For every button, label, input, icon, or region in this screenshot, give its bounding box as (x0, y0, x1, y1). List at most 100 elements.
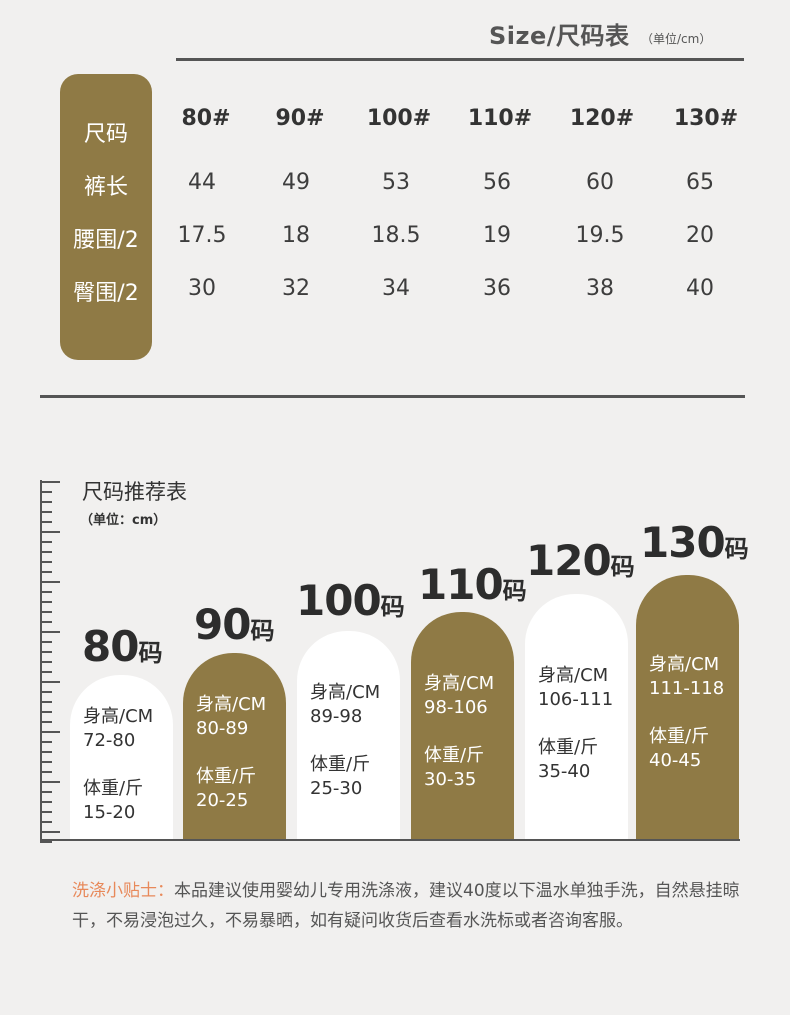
ruler-tick (40, 821, 52, 823)
ruler-tick (40, 631, 60, 633)
pants-length-cell: 53 (382, 170, 410, 195)
ruler-tick (40, 811, 52, 813)
half-hip-cell: 36 (483, 276, 511, 301)
ruler-tick (40, 741, 52, 743)
height-range: 72-80 (83, 730, 136, 751)
recommendation-unit: （单位：cm） (80, 513, 167, 528)
height-range: 111-118 (649, 678, 725, 699)
weight-label: 体重/斤 (310, 754, 371, 775)
size-header: 110# (467, 106, 533, 131)
size-label-100: 100码 (296, 576, 405, 625)
ruler-tick (40, 571, 52, 573)
height-label: 身高/CM (424, 673, 495, 694)
ruler-tick (40, 651, 52, 653)
size-table-unit: （单位/cm） (641, 32, 712, 46)
half-waist-cell: 17.5 (177, 223, 227, 248)
ruler-tick (40, 761, 52, 763)
recommendation-title: 尺码推荐表 (82, 480, 187, 504)
half-waist-cell: 19 (483, 223, 511, 248)
half-hip-cell: 32 (282, 276, 310, 301)
size-bar-130: 身高/CM 111-118 体重/斤 40-45 (636, 575, 739, 840)
weight-label: 体重/斤 (196, 766, 257, 787)
row-label-panel (60, 74, 152, 360)
ruler-tick (40, 561, 52, 563)
height-label: 身高/CM (83, 706, 154, 727)
pants-length-cell: 44 (188, 170, 216, 195)
ruler-tick (40, 711, 52, 713)
weight-label: 体重/斤 (83, 778, 144, 799)
weight-range: 15-20 (83, 802, 136, 823)
ruler (40, 480, 42, 840)
height-label: 身高/CM (538, 665, 609, 686)
ruler-tick (40, 641, 52, 643)
half-waist-cell: 18 (282, 223, 310, 248)
tip-label: 洗涤小贴士： (72, 881, 174, 901)
height-range: 98-106 (424, 697, 488, 718)
ruler-tick (40, 551, 52, 553)
size-label-130: 130码 (640, 518, 749, 567)
ruler-tick (40, 491, 52, 493)
weight-label: 体重/斤 (649, 726, 710, 747)
ruler-tick (40, 521, 52, 523)
size-bar-90: 身高/CM 80-89 体重/斤 20-25 (183, 653, 286, 840)
ruler-tick (40, 591, 52, 593)
ruler-tick (40, 481, 60, 483)
height-label: 身高/CM (310, 682, 381, 703)
washing-tip: 洗涤小贴士：本品建议使用婴幼儿专用洗涤液，建议40度以下温水单独手洗，自然悬挂晾… (72, 876, 742, 936)
ruler-tick (40, 691, 52, 693)
pants-length-cell: 49 (282, 170, 310, 195)
size-bar-100: 身高/CM 89-98 体重/斤 25-30 (297, 631, 400, 840)
half-waist-cell: 19.5 (575, 223, 625, 248)
size-label-120: 120码 (526, 536, 635, 585)
ruler-tick (40, 751, 52, 753)
half-hip-cell: 40 (686, 276, 714, 301)
size-label-90: 90码 (194, 600, 275, 649)
ruler-tick (40, 771, 52, 773)
size-bar-120: 身高/CM 106-111 体重/斤 35-40 (525, 594, 628, 840)
ruler-tick (40, 611, 52, 613)
size-label-80: 80码 (82, 622, 163, 671)
ruler-tick (40, 531, 60, 533)
size-header: 90# (275, 106, 325, 131)
height-range: 89-98 (310, 706, 363, 727)
size-header: 120# (569, 106, 635, 131)
half-hip-cell: 30 (188, 276, 216, 301)
weight-range: 25-30 (310, 778, 363, 799)
size-table-title: Size/尺码表 (489, 22, 630, 50)
height-label: 身高/CM (196, 694, 267, 715)
half-waist-cell: 18.5 (371, 223, 421, 248)
ruler-tick (40, 621, 52, 623)
half-hip-cell: 34 (382, 276, 410, 301)
size-label-110: 110码 (418, 560, 527, 609)
ruler-tick (40, 721, 52, 723)
ruler-tick (40, 511, 52, 513)
pants-length-cell: 65 (686, 170, 714, 195)
weight-range: 20-25 (196, 790, 249, 811)
ruler-tick (40, 731, 60, 733)
section-divider (40, 395, 745, 398)
pants-length-cell: 56 (483, 170, 511, 195)
ruler-tick (40, 661, 52, 663)
ruler-tick (40, 671, 52, 673)
tip-text: 本品建议使用婴幼儿专用洗涤液，建议40度以下温水单独手洗，自然悬挂晾干，不易浸泡… (72, 881, 740, 931)
baseline (40, 839, 740, 841)
half-hip-cell: 38 (586, 276, 614, 301)
top-divider (176, 58, 744, 61)
weight-range: 40-45 (649, 750, 702, 771)
height-range: 80-89 (196, 718, 249, 739)
weight-range: 35-40 (538, 761, 591, 782)
size-header: 100# (366, 106, 432, 131)
size-bar-110: 身高/CM 98-106 体重/斤 30-35 (411, 612, 514, 840)
height-range: 106-111 (538, 689, 614, 710)
ruler-tick (40, 601, 52, 603)
size-bar-80: 身高/CM 72-80 体重/斤 15-20 (70, 675, 173, 840)
ruler-tick (40, 681, 60, 683)
size-header: 130# (673, 106, 739, 131)
ruler-tick (40, 831, 60, 833)
height-label: 身高/CM (649, 654, 720, 675)
ruler-tick (40, 801, 52, 803)
size-header: 80# (181, 106, 231, 131)
pants-length-cell: 60 (586, 170, 614, 195)
weight-label: 体重/斤 (538, 737, 599, 758)
ruler-tick (40, 841, 52, 843)
